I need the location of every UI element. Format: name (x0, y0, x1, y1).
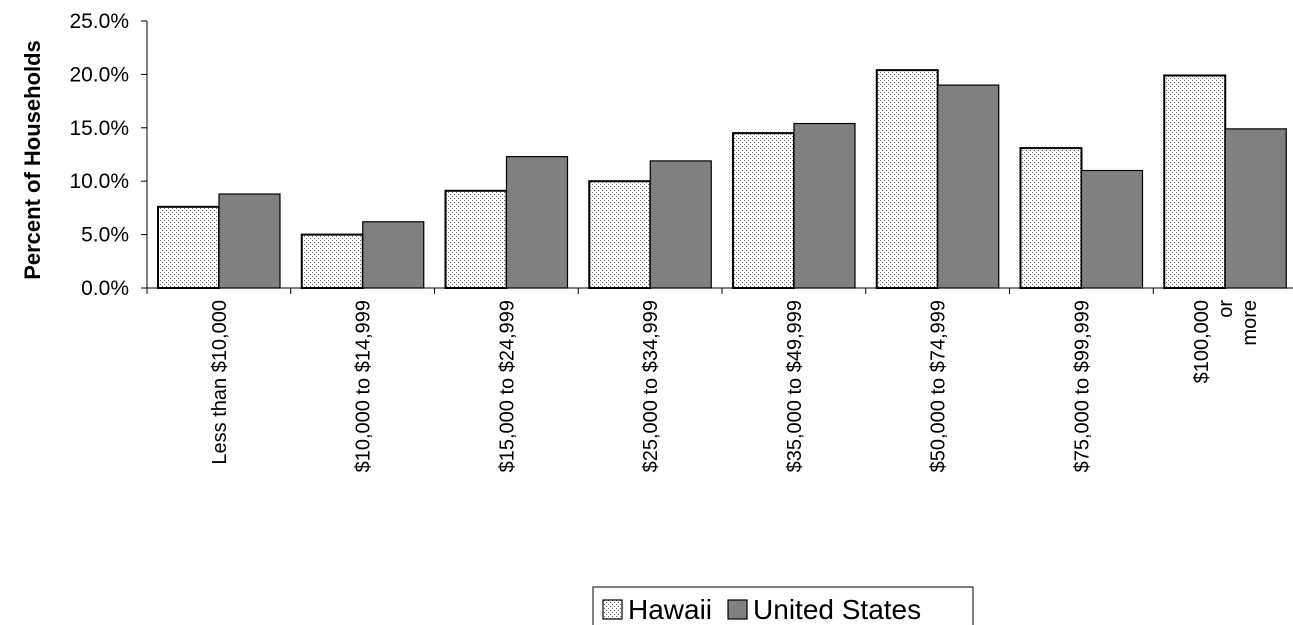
bar-united-states (505, 156, 569, 289)
category-label: $10,000 to $14,999 (353, 300, 375, 472)
y-tick-label: 5.0% (81, 224, 129, 247)
y-tick-label: 10.0% (69, 170, 129, 193)
category-label: $15,000 to $24,999 (496, 300, 518, 472)
category-label: or (1215, 300, 1237, 318)
bar-united-states (1080, 169, 1144, 289)
legend: Hawaii United States (592, 586, 974, 625)
category-label: $35,000 to $49,999 (784, 300, 806, 472)
bar-united-states (218, 193, 281, 289)
legend-swatch-united-states (727, 599, 748, 620)
bar-hawaii (444, 189, 508, 289)
bar-united-states (362, 221, 425, 289)
category-label: $25,000 to $34,999 (640, 300, 662, 472)
y-tick-label: 25.0% (69, 10, 129, 33)
category-label: Less than $10,000 (209, 300, 231, 465)
bar-united-states (649, 160, 712, 289)
category-label: $75,000 to $99,999 (1071, 300, 1093, 472)
bar-hawaii (1163, 74, 1227, 289)
y-tick-label: 0.0% (81, 277, 129, 300)
bar-hawaii (875, 69, 939, 289)
bar-hawaii (157, 205, 220, 289)
category-label: $100,000 (1191, 300, 1213, 383)
y-tick-label: 15.0% (69, 117, 129, 140)
legend-box (592, 586, 974, 625)
category-label: more (1239, 300, 1261, 346)
bar-hawaii (732, 132, 795, 289)
bar-united-states (937, 84, 1000, 289)
category-label: $50,000 to $74,999 (928, 300, 950, 472)
y-axis-title: Percent of Households (20, 40, 45, 280)
bar-hawaii (300, 233, 364, 290)
legend-label-hawaii: Hawaii (628, 594, 712, 625)
legend-label-united-states: United States (753, 594, 921, 625)
plot-area: 0.0% 5.0% 10.0% 15.0% 20.0% 25.0% Less than $1… (69, 10, 1293, 472)
y-tick-label: 20.0% (69, 63, 129, 86)
legend-swatch-hawaii (602, 599, 623, 620)
bar-united-states (793, 122, 856, 289)
bar-hawaii (588, 180, 652, 289)
bar-hawaii (1019, 147, 1083, 289)
bar-united-states (1224, 128, 1287, 289)
